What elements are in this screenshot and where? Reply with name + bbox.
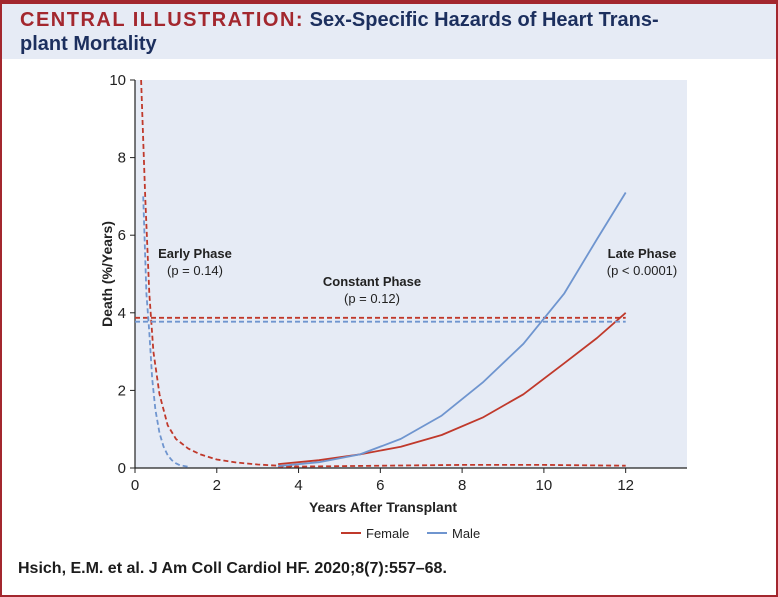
x-tick-label: 0 (131, 477, 139, 494)
header-title-line2: plant Mortality (20, 33, 157, 55)
series-line-female-late-phase (278, 312, 627, 465)
x-tick-label: 12 (617, 477, 634, 494)
plot-area (135, 80, 687, 468)
y-tick-label: 10 (109, 72, 126, 89)
header-lead: CENTRAL ILLUSTRATION: (20, 9, 305, 31)
annotation-line1: Constant Phase (323, 274, 421, 289)
y-axis-label: Death (%/Years) (99, 221, 115, 327)
y-tick-label: 0 (118, 460, 126, 477)
annotation-line1: Early Phase (158, 246, 232, 261)
annotation-line2: (p = 0.12) (344, 291, 400, 306)
figure-header: CENTRAL ILLUSTRATION: Sex-Specific Hazar… (2, 4, 776, 59)
annotation-line2: (p = 0.14) (167, 263, 223, 278)
x-tick-label: 8 (458, 477, 466, 494)
annotation-line2: (p < 0.0001) (607, 263, 677, 278)
series-line-female-constant-phase-low (278, 463, 626, 468)
x-tick-label: 10 (536, 477, 553, 494)
legend-label-male: Male (452, 526, 480, 541)
x-tick-label: 6 (376, 477, 384, 494)
x-tick-label: 4 (294, 477, 302, 494)
y-tick-label: 4 (118, 305, 126, 322)
header-title-line1: Sex-Specific Hazards of Heart Trans- (309, 9, 659, 31)
x-tick-label: 2 (213, 477, 221, 494)
legend-label-female: Female (366, 526, 409, 541)
y-tick-label: 2 (118, 382, 126, 399)
y-tick-label: 6 (118, 227, 126, 244)
annotation-line1: Late Phase (608, 246, 677, 261)
series-line-male-late-phase (278, 192, 627, 467)
x-axis-label: Years After Transplant (309, 499, 457, 515)
citation: Hsich, E.M. et al. J Am Coll Cardiol HF.… (18, 560, 447, 577)
series-line-male-early-phase (142, 196, 189, 468)
series-line-female-early-phase (140, 80, 299, 468)
y-tick-label: 8 (118, 150, 126, 167)
